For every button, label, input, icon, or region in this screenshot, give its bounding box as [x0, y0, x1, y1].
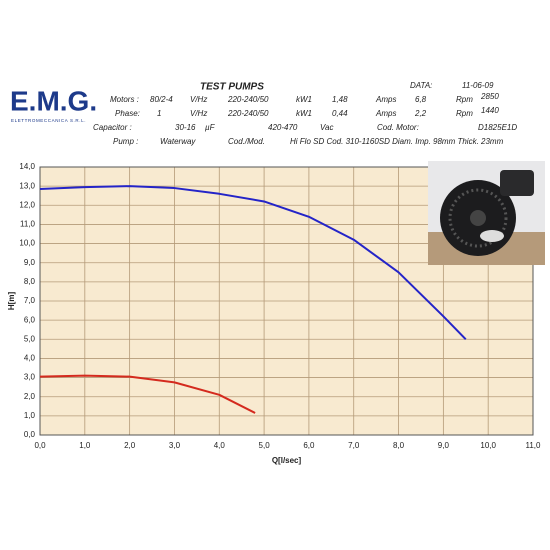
header-cell: 2850 [480, 92, 499, 101]
y-tick-label: 4,0 [24, 354, 36, 363]
header-cell: Motors : [110, 95, 139, 104]
curve [39, 374, 256, 414]
logo-subtitle: ELETTROMECCANICA S.R.L. [11, 118, 86, 123]
y-tick-label: 14,0 [19, 162, 35, 171]
header-cell: Vac [320, 123, 334, 132]
y-tick-label: 10,0 [19, 239, 35, 248]
header-cell: 80/2-4 [150, 95, 173, 104]
header-cell: Cod. Motor: [377, 123, 419, 132]
x-tick-label: 11,0 [526, 441, 542, 450]
header-cell: 220-240/50 [227, 95, 269, 104]
y-tick-label: 9,0 [24, 258, 36, 267]
header-cell: Amps [375, 109, 396, 118]
header-cell: Amps [375, 95, 396, 104]
x-tick-label: 9,0 [438, 441, 450, 450]
x-tick-label: 10,0 [480, 441, 496, 450]
y-tick-label: 2,0 [24, 392, 36, 401]
header-cell: Hi Flo SD Cod. 310-1160SD Diam. Imp. 98m… [290, 137, 504, 146]
x-tick-label: 8,0 [393, 441, 405, 450]
header-cell: Waterway [160, 137, 196, 146]
header-title: TEST PUMPS [200, 82, 264, 93]
x-tick-label: 1,0 [79, 441, 91, 450]
y-tick-label: 13,0 [19, 181, 35, 190]
header-cell: 30-16 [175, 123, 196, 132]
curve [39, 185, 467, 340]
y-tick-label: 6,0 [24, 315, 36, 324]
header-cell: 2,2 [414, 109, 427, 118]
header-cell: 0,44 [332, 109, 348, 118]
logo: E.M.G. [10, 85, 97, 116]
header-cell: 220-240/50 [227, 109, 269, 118]
x-tick-label: 6,0 [303, 441, 315, 450]
header-cell: Phase: [115, 109, 140, 118]
y-tick-label: 12,0 [19, 200, 35, 209]
x-tick-label: 5,0 [259, 441, 271, 450]
pump-photo [428, 161, 545, 265]
y-tick-label: 7,0 [24, 296, 36, 305]
header-cell: Pump : [113, 137, 138, 146]
y-axis-label: H[m] [7, 292, 16, 311]
x-axis-label: Q[l/sec] [272, 456, 302, 465]
header-cell: 1,48 [332, 95, 348, 104]
header-cell: kW1 [296, 95, 312, 104]
header-cell: 6,8 [415, 95, 427, 104]
header-cell: kW1 [296, 109, 312, 118]
plot-frame [39, 166, 534, 436]
header-cell: V/Hz [190, 109, 207, 118]
x-tick-label: 3,0 [169, 441, 181, 450]
y-tick-label: 5,0 [24, 334, 36, 343]
header-cell: 1 [157, 109, 161, 118]
header-cell: Rpm [456, 109, 473, 118]
header-cell: D1825E1D [478, 123, 517, 132]
header-cell: Cod./Mod. [228, 137, 265, 146]
x-tick-label: 7,0 [348, 441, 360, 450]
x-tick-label: 4,0 [214, 441, 226, 450]
x-tick-label: 0,0 [34, 441, 46, 450]
y-tick-label: 3,0 [24, 373, 36, 382]
header-cell: 420-470 [268, 123, 298, 132]
header-cell: Capacitor : [93, 123, 132, 132]
header-cell: 1440 [481, 106, 499, 115]
header-cell: µF [205, 123, 216, 132]
y-tick-label: 11,0 [20, 220, 36, 229]
header-cell: Rpm [456, 95, 473, 104]
x-tick-label: 2,0 [124, 441, 136, 450]
y-tick-label: 1,0 [24, 411, 36, 420]
date: 11-06-09 [462, 81, 494, 90]
date-label: DATA: [410, 81, 432, 90]
y-tick-label: 0,0 [24, 430, 36, 439]
header-cell: V/Hz [190, 95, 207, 104]
y-tick-label: 8,0 [24, 277, 36, 286]
